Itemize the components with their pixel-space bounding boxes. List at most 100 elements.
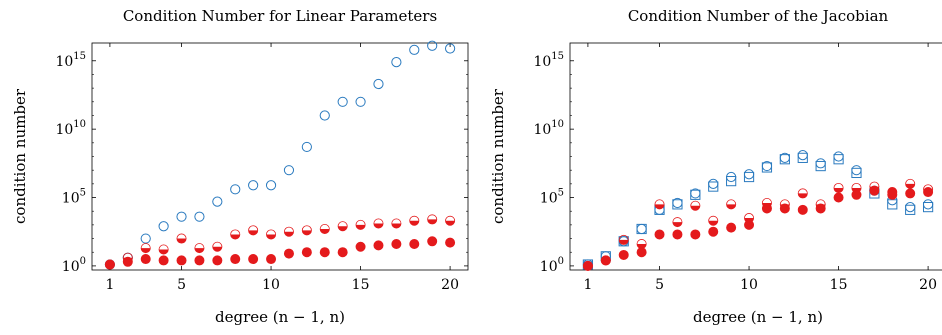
data-point xyxy=(708,181,719,192)
data-point xyxy=(833,192,844,203)
data-point xyxy=(851,189,862,200)
data-point xyxy=(887,187,898,198)
data-point xyxy=(337,221,348,232)
x-axis-label: degree (n − 1, n) xyxy=(215,308,345,326)
data-point xyxy=(869,185,880,196)
data-point-fill xyxy=(373,223,384,229)
data-point-outline xyxy=(266,229,277,240)
data-point xyxy=(373,218,384,229)
data-point xyxy=(248,180,259,191)
data-point xyxy=(176,211,187,222)
data-point xyxy=(636,247,647,258)
data-point-fill xyxy=(194,248,205,253)
data-point xyxy=(140,254,151,265)
data-point-fill xyxy=(905,183,915,189)
data-point-fill xyxy=(798,193,808,199)
data-point xyxy=(427,236,438,247)
data-point xyxy=(779,203,790,214)
data-point xyxy=(319,223,330,234)
data-point xyxy=(230,229,241,240)
data-point-fill xyxy=(726,204,736,209)
data-point xyxy=(104,259,115,270)
series-3 xyxy=(104,236,456,270)
x-tick-label: 20 xyxy=(919,277,937,293)
data-point xyxy=(779,152,790,163)
data-point xyxy=(690,200,701,211)
series-1 xyxy=(582,152,934,270)
data-point-outline xyxy=(248,225,259,236)
data-point-outline xyxy=(409,215,420,226)
data-point-fill xyxy=(654,204,665,209)
data-point-outline xyxy=(355,219,366,230)
data-point-fill xyxy=(230,234,240,240)
y-tick-label: 100 xyxy=(62,256,86,275)
data-point xyxy=(444,43,456,54)
data-point xyxy=(176,255,187,266)
x-tick-label: 5 xyxy=(655,277,664,293)
data-point xyxy=(833,182,844,193)
data-point xyxy=(833,151,844,162)
data-point-fill xyxy=(320,228,330,234)
data-point xyxy=(373,78,384,90)
data-point-fill xyxy=(409,220,419,226)
data-point xyxy=(301,225,312,236)
y-tick-label: 105 xyxy=(62,188,86,207)
data-point xyxy=(851,165,862,176)
data-point xyxy=(761,160,773,172)
data-point xyxy=(140,243,151,254)
data-point xyxy=(690,229,701,240)
x-tick-label: 5 xyxy=(177,277,186,293)
data-point xyxy=(618,234,629,245)
data-point xyxy=(797,204,808,215)
data-point xyxy=(618,249,629,260)
data-point xyxy=(427,40,438,51)
data-point xyxy=(212,241,223,252)
data-point xyxy=(337,247,348,258)
data-point-fill xyxy=(284,231,294,237)
data-point xyxy=(301,141,312,153)
data-point-outline xyxy=(319,223,330,234)
data-point-outline xyxy=(176,233,187,244)
data-point xyxy=(409,239,420,250)
series-2 xyxy=(104,214,456,270)
data-point-outline xyxy=(391,218,402,229)
data-point-outline xyxy=(654,199,665,210)
data-point-outline xyxy=(230,229,241,240)
data-point xyxy=(194,211,205,222)
data-point xyxy=(283,226,294,237)
data-point-outline xyxy=(672,217,683,228)
data-point-fill xyxy=(212,246,222,252)
y-axis-label: condition number xyxy=(489,88,507,224)
chart-title: Condition Number for Linear Parameters xyxy=(123,7,437,25)
y-tick-label: 1015 xyxy=(533,51,564,70)
data-point xyxy=(815,203,826,214)
data-point xyxy=(158,255,169,266)
data-point xyxy=(905,178,916,189)
x-tick-label: 1 xyxy=(583,277,592,293)
x-tick-label: 10 xyxy=(262,277,280,293)
series-4 xyxy=(582,185,934,271)
data-point-outline xyxy=(212,241,223,252)
y-tick-label: 1010 xyxy=(55,119,86,138)
data-point xyxy=(265,180,277,191)
data-point xyxy=(672,217,683,228)
data-point xyxy=(427,214,438,225)
data-point xyxy=(355,241,366,252)
data-point xyxy=(922,199,934,210)
data-point-outline xyxy=(690,200,701,211)
data-point-outline xyxy=(194,243,205,254)
data-point xyxy=(922,201,934,213)
data-point xyxy=(319,110,330,121)
x-tick-label: 1 xyxy=(105,277,114,293)
data-point-outline xyxy=(373,218,384,229)
data-point-fill xyxy=(391,223,401,229)
y-tick-label: 100 xyxy=(540,256,564,275)
data-point xyxy=(373,240,384,251)
data-point-outline xyxy=(283,226,294,237)
data-point xyxy=(636,223,647,235)
data-point xyxy=(319,247,330,258)
data-point xyxy=(797,150,808,161)
data-point xyxy=(140,233,151,244)
data-point xyxy=(391,239,402,250)
